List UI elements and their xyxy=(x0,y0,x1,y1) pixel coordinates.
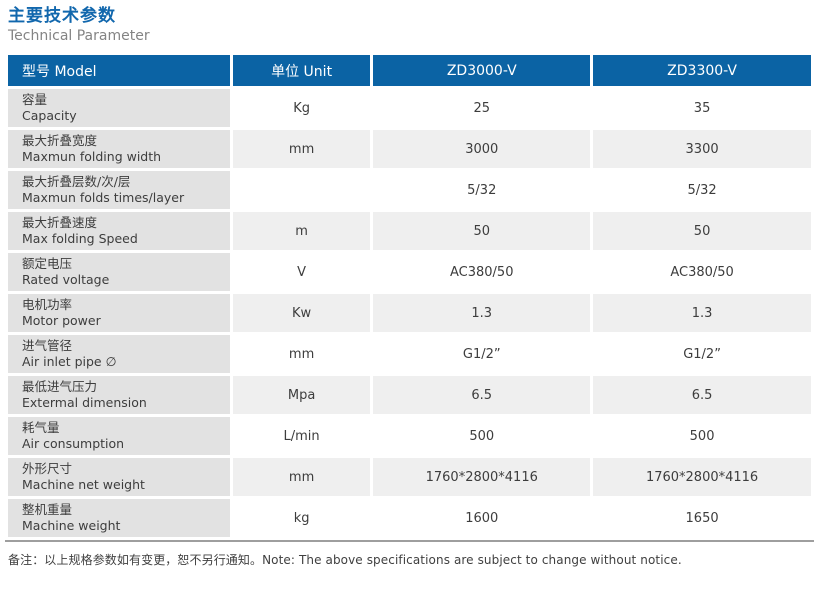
unit-cell: kg xyxy=(232,499,371,538)
unit-cell xyxy=(232,171,371,210)
param-name-cell: 最低进气压力 Extermal dimension xyxy=(8,376,230,415)
param-name-cell: 外形尺寸 Machine net weight xyxy=(8,458,230,497)
header-model-zd3000v: ZD3000-V xyxy=(373,55,591,87)
param-name-cn: 整机重量 xyxy=(22,501,73,517)
table-row-max-folding-width: 最大折叠宽度 Maxmun folding width mm 3000 3300 xyxy=(8,130,811,169)
value-cell-zd3300v: 6.5 xyxy=(593,376,811,415)
param-name-cell: 最大折叠速度 Max folding Speed xyxy=(8,212,230,251)
param-name-cell: 耗气量 Air consumption xyxy=(8,417,230,456)
value-cell-zd3000v: 6.5 xyxy=(373,376,591,415)
spec-table: 型号 Model 单位 Unit ZD3000-V ZD3300-V 容量 Ca… xyxy=(5,52,814,540)
unit-cell: V xyxy=(232,253,371,292)
value-cell-zd3300v: 3300 xyxy=(593,130,811,169)
param-name-cell: 容量 Capacity xyxy=(8,89,230,128)
unit-cell: mm xyxy=(232,458,371,497)
header-model: 型号 Model xyxy=(8,55,230,87)
table-row-overall-dimension: 外形尺寸 Machine net weight mm 1760*2800*411… xyxy=(8,458,811,497)
table-row-air-inlet-pipe: 进气管径 Air inlet pipe ∅ mm G1/2” G1/2” xyxy=(8,335,811,374)
value-cell-zd3000v: G1/2” xyxy=(373,335,591,374)
value-cell-zd3300v: 50 xyxy=(593,212,811,251)
unit-cell: Mpa xyxy=(232,376,371,415)
value-cell-zd3000v: AC380/50 xyxy=(373,253,591,292)
value-cell-zd3000v: 5/32 xyxy=(373,171,591,210)
param-name-en: Motor power xyxy=(22,313,101,329)
header-model-zd3300v: ZD3300-V xyxy=(593,55,811,87)
param-name-cn: 电机功率 xyxy=(22,296,73,312)
param-name-cell: 整机重量 Machine weight xyxy=(8,499,230,538)
table-row-max-folding-speed: 最大折叠速度 Max folding Speed m 50 50 xyxy=(8,212,811,251)
table-row-air-consumption: 耗气量 Air consumption L/min 500 500 xyxy=(8,417,811,456)
table-row-min-air-pressure: 最低进气压力 Extermal dimension Mpa 6.5 6.5 xyxy=(8,376,811,415)
param-name-cn: 耗气量 xyxy=(22,419,60,435)
unit-cell: L/min xyxy=(232,417,371,456)
param-name-cell: 电机功率 Motor power xyxy=(8,294,230,333)
param-name-cn: 最低进气压力 xyxy=(22,378,98,394)
table-row-motor-power: 电机功率 Motor power Kw 1.3 1.3 xyxy=(8,294,811,333)
param-name-cell: 最大折叠层数/次/层 Maxmun folds times/layer xyxy=(8,171,230,210)
value-cell-zd3300v: 5/32 xyxy=(593,171,811,210)
unit-cell: mm xyxy=(232,130,371,169)
param-name-en: Machine net weight xyxy=(22,477,145,493)
param-name-en: Maxmun folds times/layer xyxy=(22,190,185,206)
value-cell-zd3000v: 25 xyxy=(373,89,591,128)
param-name-cn: 外形尺寸 xyxy=(22,460,73,476)
value-cell-zd3000v: 500 xyxy=(373,417,591,456)
unit-cell: Kg xyxy=(232,89,371,128)
table-row-max-folds: 最大折叠层数/次/层 Maxmun folds times/layer 5/32… xyxy=(8,171,811,210)
param-name-en: Max folding Speed xyxy=(22,231,138,247)
value-cell-zd3300v: 500 xyxy=(593,417,811,456)
value-cell-zd3000v: 3000 xyxy=(373,130,591,169)
value-cell-zd3000v: 1.3 xyxy=(373,294,591,333)
value-cell-zd3000v: 1600 xyxy=(373,499,591,538)
header-row: 型号 Model 单位 Unit ZD3000-V ZD3300-V xyxy=(8,55,811,87)
unit-cell: m xyxy=(232,212,371,251)
unit-cell: mm xyxy=(232,335,371,374)
table-row-rated-voltage: 额定电压 Rated voltage V AC380/50 AC380/50 xyxy=(8,253,811,292)
param-name-en: Maxmun folding width xyxy=(22,149,162,165)
param-name-en: Machine weight xyxy=(22,518,121,534)
footnote: 备注：以上规格参数如有变更，恕不另行通知。Note: The above spe… xyxy=(8,553,682,568)
param-name-en: Extermal dimension xyxy=(22,395,147,411)
value-cell-zd3300v: 1650 xyxy=(593,499,811,538)
param-name-cn: 进气管径 xyxy=(22,337,73,353)
param-name-en: Air inlet pipe ∅ xyxy=(22,354,117,370)
param-name-cn: 额定电压 xyxy=(22,255,73,271)
unit-cell: Kw xyxy=(232,294,371,333)
table-row-machine-weight: 整机重量 Machine weight kg 1600 1650 xyxy=(8,499,811,538)
param-name-cell: 额定电压 Rated voltage xyxy=(8,253,230,292)
param-name-en: Air consumption xyxy=(22,436,125,452)
value-cell-zd3300v: AC380/50 xyxy=(593,253,811,292)
param-name-cn: 最大折叠宽度 xyxy=(22,132,98,148)
page-subtitle: Technical Parameter xyxy=(8,28,150,45)
param-name-cn: 容量 xyxy=(22,91,48,107)
value-cell-zd3300v: 35 xyxy=(593,89,811,128)
header-unit: 单位 Unit xyxy=(232,55,371,87)
value-cell-zd3300v: 1760*2800*4116 xyxy=(593,458,811,497)
page-title: 主要技术参数 xyxy=(8,6,116,26)
value-cell-zd3300v: G1/2” xyxy=(593,335,811,374)
value-cell-zd3000v: 1760*2800*4116 xyxy=(373,458,591,497)
param-name-cell: 最大折叠宽度 Maxmun folding width xyxy=(8,130,230,169)
value-cell-zd3000v: 50 xyxy=(373,212,591,251)
value-cell-zd3300v: 1.3 xyxy=(593,294,811,333)
param-name-cell: 进气管径 Air inlet pipe ∅ xyxy=(8,335,230,374)
spec-table-wrapper: 型号 Model 单位 Unit ZD3000-V ZD3300-V 容量 Ca… xyxy=(5,52,814,543)
param-name-cn: 最大折叠速度 xyxy=(22,214,98,230)
table-row-capacity: 容量 Capacity Kg 25 35 xyxy=(8,89,811,128)
param-name-cn: 最大折叠层数/次/层 xyxy=(22,173,131,189)
param-name-en: Capacity xyxy=(22,108,77,124)
param-name-en: Rated voltage xyxy=(22,272,110,288)
